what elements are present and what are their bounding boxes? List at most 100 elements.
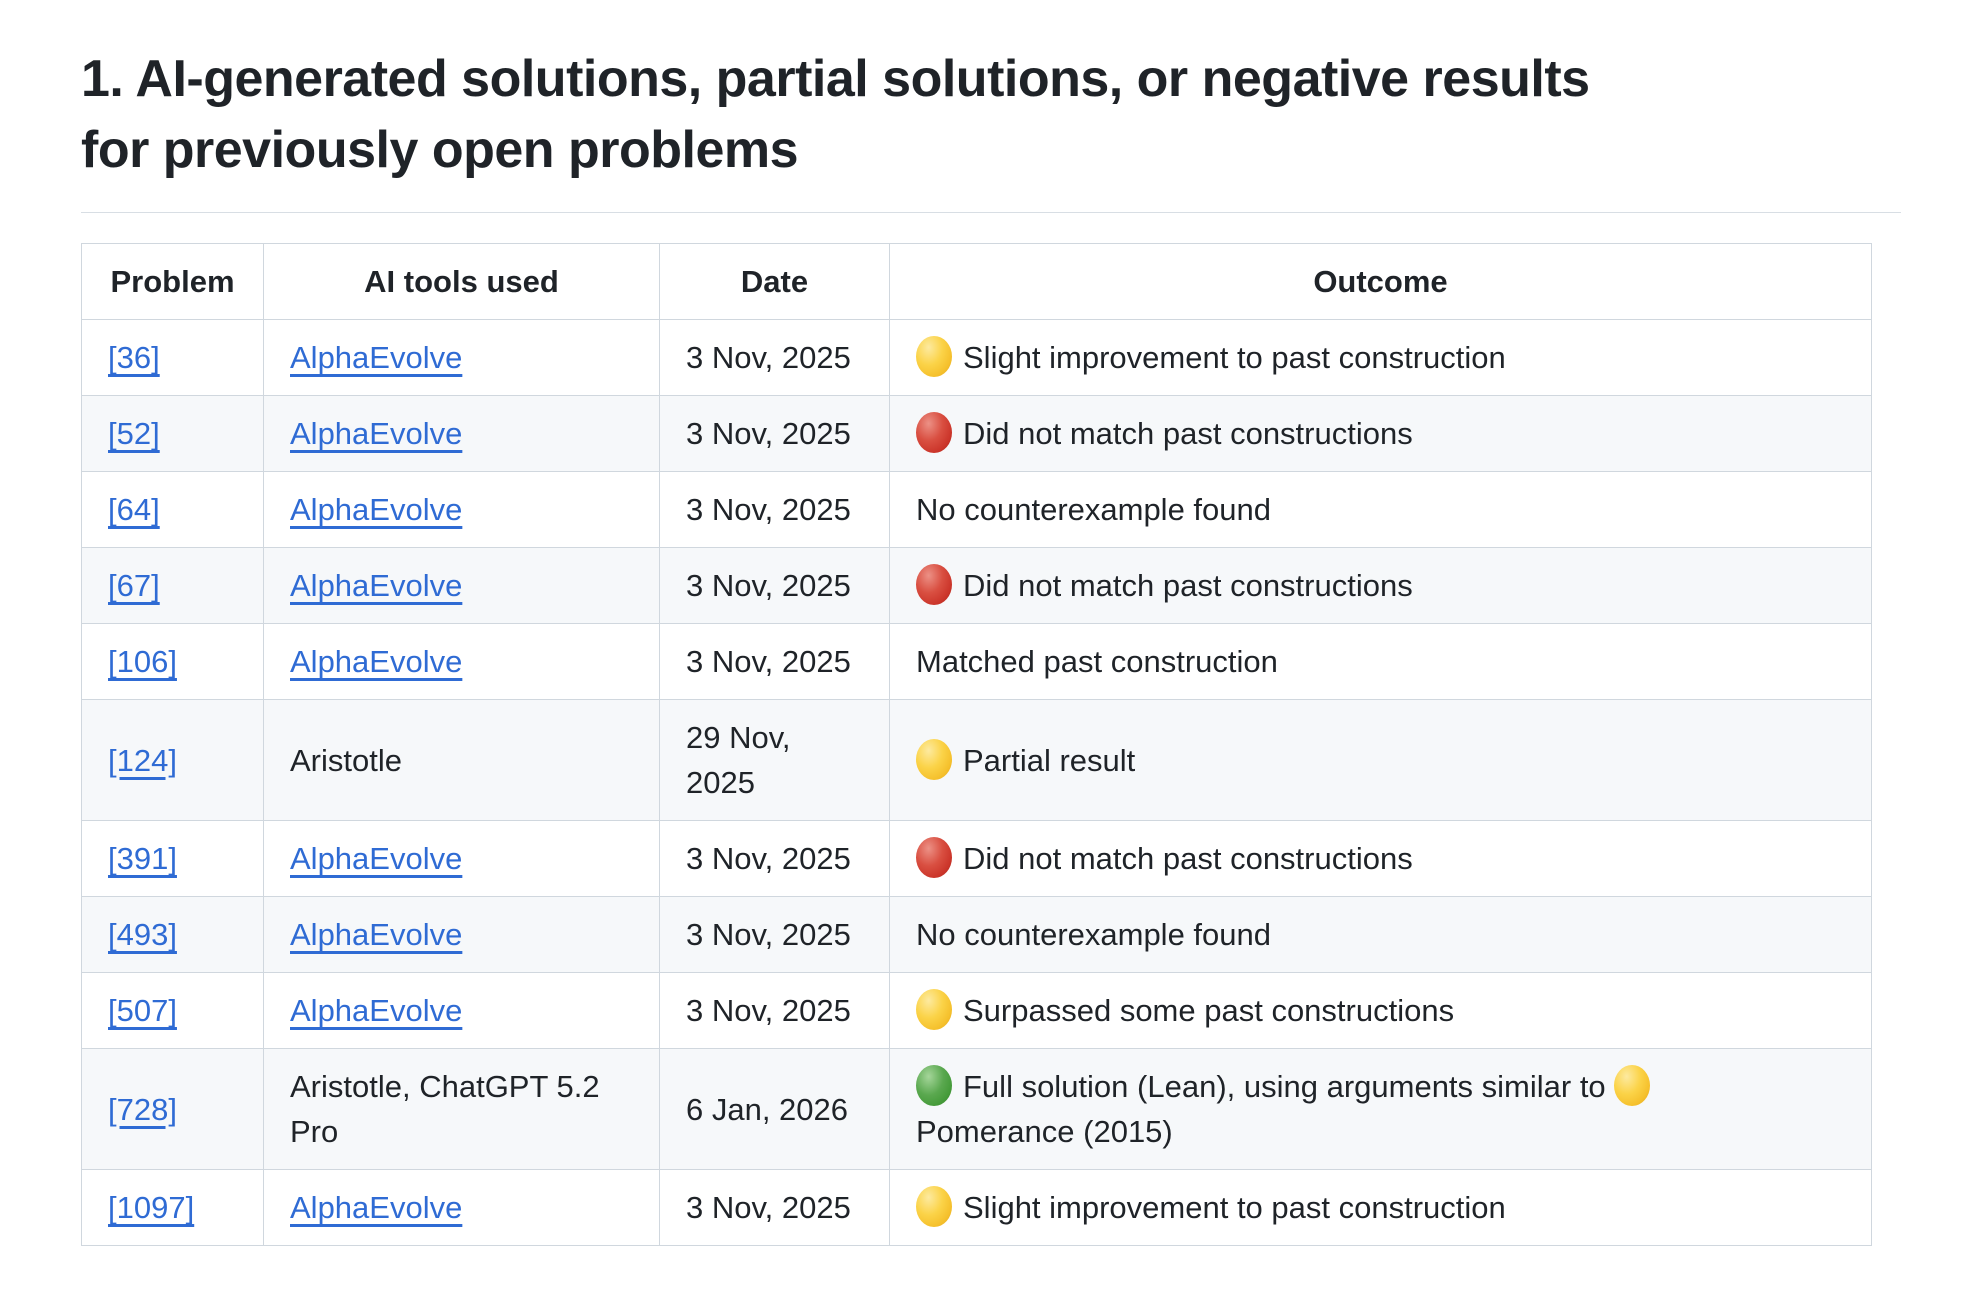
problem-cell: [67]	[81, 547, 264, 624]
tool-link[interactable]: AlphaEvolve	[290, 340, 463, 375]
date-cell: 3 Nov, 2025	[659, 547, 890, 624]
tool-link[interactable]: AlphaEvolve	[290, 917, 463, 952]
table-row: [36] AlphaEvolve 3 Nov, 2025 Slight improve…	[81, 319, 1872, 396]
outcome-text: Surpassed some past constructions	[963, 993, 1455, 1028]
tool-link[interactable]: AlphaEvolve	[290, 841, 463, 876]
problem-cell: [52]	[81, 395, 264, 472]
outcome-text: Did not match past constructions	[963, 568, 1413, 603]
date-cell: 3 Nov, 2025	[659, 896, 890, 973]
outcome-text: Full solution (Lean), using arguments si…	[963, 1069, 1615, 1104]
problem-cell: [493]	[81, 896, 264, 973]
table-header-row: Problem AI tools used Date Outcome	[81, 243, 1872, 320]
red-circle-icon	[916, 564, 952, 605]
outcome-cell: No counterexample found	[889, 471, 1872, 548]
yellow-circle-icon	[916, 336, 952, 377]
page-title-line-1: 1. AI-generated solutions, partial solut…	[81, 50, 1590, 108]
column-header-date: Date	[659, 243, 890, 320]
outcome-cell: Surpassed some past constructions	[889, 972, 1872, 1049]
ai-tools-cell: AlphaEvolve	[263, 896, 660, 973]
ai-tools-cell: Aristotle, ChatGPT 5.2 Pro	[263, 1048, 660, 1170]
tool-link[interactable]: AlphaEvolve	[290, 644, 463, 679]
date-cell: 3 Nov, 2025	[659, 319, 890, 396]
tool-link[interactable]: AlphaEvolve	[290, 1190, 463, 1225]
table-row: [64] AlphaEvolve 3 Nov, 2025 No counterexam…	[81, 471, 1872, 548]
ai-tools-cell: AlphaEvolve	[263, 395, 660, 472]
problem-link[interactable]: [36]	[108, 340, 160, 375]
table-row: [1097] AlphaEvolve 3 Nov, 2025 Slight impro…	[81, 1169, 1872, 1246]
table-row: [124] Aristotle 29 Nov, 2025 Partial result	[81, 699, 1872, 821]
date-cell: 6 Jan, 2026	[659, 1048, 890, 1170]
outcome-text: Slight improvement to past construction	[963, 340, 1506, 375]
ai-tools-cell: AlphaEvolve	[263, 820, 660, 897]
ai-tools-cell: AlphaEvolve	[263, 471, 660, 548]
table-body: [36] AlphaEvolve 3 Nov, 2025 Slight improve…	[81, 319, 1872, 1246]
ai-tools-cell: AlphaEvolve	[263, 319, 660, 396]
table-row: [493] AlphaEvolve 3 Nov, 2025 No counterexa…	[81, 896, 1872, 973]
tool-label: Aristotle	[290, 742, 402, 778]
ai-tools-cell: AlphaEvolve	[263, 547, 660, 624]
results-table: Problem AI tools used Date Outcome [36] A…	[81, 243, 1872, 1246]
problem-link[interactable]: [1097]	[108, 1190, 195, 1225]
problem-cell: [64]	[81, 471, 264, 548]
table-row: [391] AlphaEvolve 3 Nov, 2025 Did not match…	[81, 820, 1872, 897]
ai-tools-cell: AlphaEvolve	[263, 1169, 660, 1246]
page-title: 1. AI-generated solutions, partial solut…	[81, 44, 1901, 213]
tool-link[interactable]: AlphaEvolve	[290, 993, 463, 1028]
yellow-circle-icon	[1614, 1065, 1651, 1106]
table-row: [106] AlphaEvolve 3 Nov, 2025 Matched past …	[81, 623, 1872, 700]
outcome-text: Pomerance (2015)	[916, 1114, 1173, 1149]
outcome-text: Slight improvement to past construction	[963, 1190, 1506, 1225]
green-circle-icon	[916, 1065, 952, 1106]
tool-link[interactable]: AlphaEvolve	[290, 568, 463, 603]
outcome-cell: Full solution (Lean), using arguments si…	[889, 1048, 1872, 1170]
date-cell: 3 Nov, 2025	[659, 623, 890, 700]
date-cell: 3 Nov, 2025	[659, 972, 890, 1049]
problem-link[interactable]: [52]	[108, 416, 160, 451]
outcome-cell: Slight improvement to past construction	[889, 1169, 1872, 1246]
column-header-problem: Problem	[81, 243, 264, 320]
outcome-cell: Did not match past constructions	[889, 820, 1872, 897]
yellow-circle-icon	[916, 1186, 952, 1227]
table-row: [728] Aristotle, ChatGPT 5.2 Pro 6 Jan, 20…	[81, 1048, 1872, 1170]
table-row: [67] AlphaEvolve 3 Nov, 2025 Did not match …	[81, 547, 1872, 624]
outcome-cell: Slight improvement to past construction	[889, 319, 1872, 396]
problem-cell: [391]	[81, 820, 264, 897]
outcome-text: No counterexample found	[916, 492, 1272, 527]
ai-tools-cell: Aristotle	[263, 699, 660, 821]
yellow-circle-icon	[916, 989, 952, 1030]
ai-tools-cell: AlphaEvolve	[263, 972, 660, 1049]
date-cell: 3 Nov, 2025	[659, 395, 890, 472]
outcome-cell: Matched past construction	[889, 623, 1872, 700]
problem-link[interactable]: [391]	[108, 841, 177, 876]
tool-link[interactable]: AlphaEvolve	[290, 492, 463, 527]
problem-cell: [106]	[81, 623, 264, 700]
page-title-line-2: for previously open problems	[81, 121, 799, 179]
outcome-text: Matched past construction	[916, 644, 1278, 679]
ai-tools-cell: AlphaEvolve	[263, 623, 660, 700]
date-cell: 3 Nov, 2025	[659, 820, 890, 897]
tool-label: Aristotle, ChatGPT 5.2 Pro	[290, 1069, 600, 1149]
table-row: [507] AlphaEvolve 3 Nov, 2025 Surpassed som…	[81, 972, 1872, 1049]
column-header-ai-tools-used: AI tools used	[263, 243, 660, 320]
tool-link[interactable]: AlphaEvolve	[290, 416, 463, 451]
problem-link[interactable]: [493]	[108, 917, 177, 952]
outcome-text: No counterexample found	[916, 917, 1272, 952]
problem-link[interactable]: [124]	[108, 742, 177, 778]
red-circle-icon	[916, 837, 952, 878]
problem-link[interactable]: [64]	[108, 492, 160, 527]
red-circle-icon	[916, 412, 952, 453]
problem-link[interactable]: [507]	[108, 993, 177, 1028]
outcome-text: Partial result	[963, 742, 1136, 778]
outcome-cell: Did not match past constructions	[889, 547, 1872, 624]
outcome-cell: No counterexample found	[889, 896, 1872, 973]
problem-cell: [1097]	[81, 1169, 264, 1246]
problem-link[interactable]: [728]	[108, 1091, 177, 1127]
problem-cell: [728]	[81, 1048, 264, 1170]
markdown-content: 1. AI-generated solutions, partial solut…	[81, 44, 1901, 1246]
problem-cell: [36]	[81, 319, 264, 396]
problem-link[interactable]: [106]	[108, 644, 177, 679]
date-cell: 3 Nov, 2025	[659, 1169, 890, 1246]
table-row: [52] AlphaEvolve 3 Nov, 2025 Did not match …	[81, 395, 1872, 472]
problem-link[interactable]: [67]	[108, 568, 160, 603]
problem-cell: [507]	[81, 972, 264, 1049]
